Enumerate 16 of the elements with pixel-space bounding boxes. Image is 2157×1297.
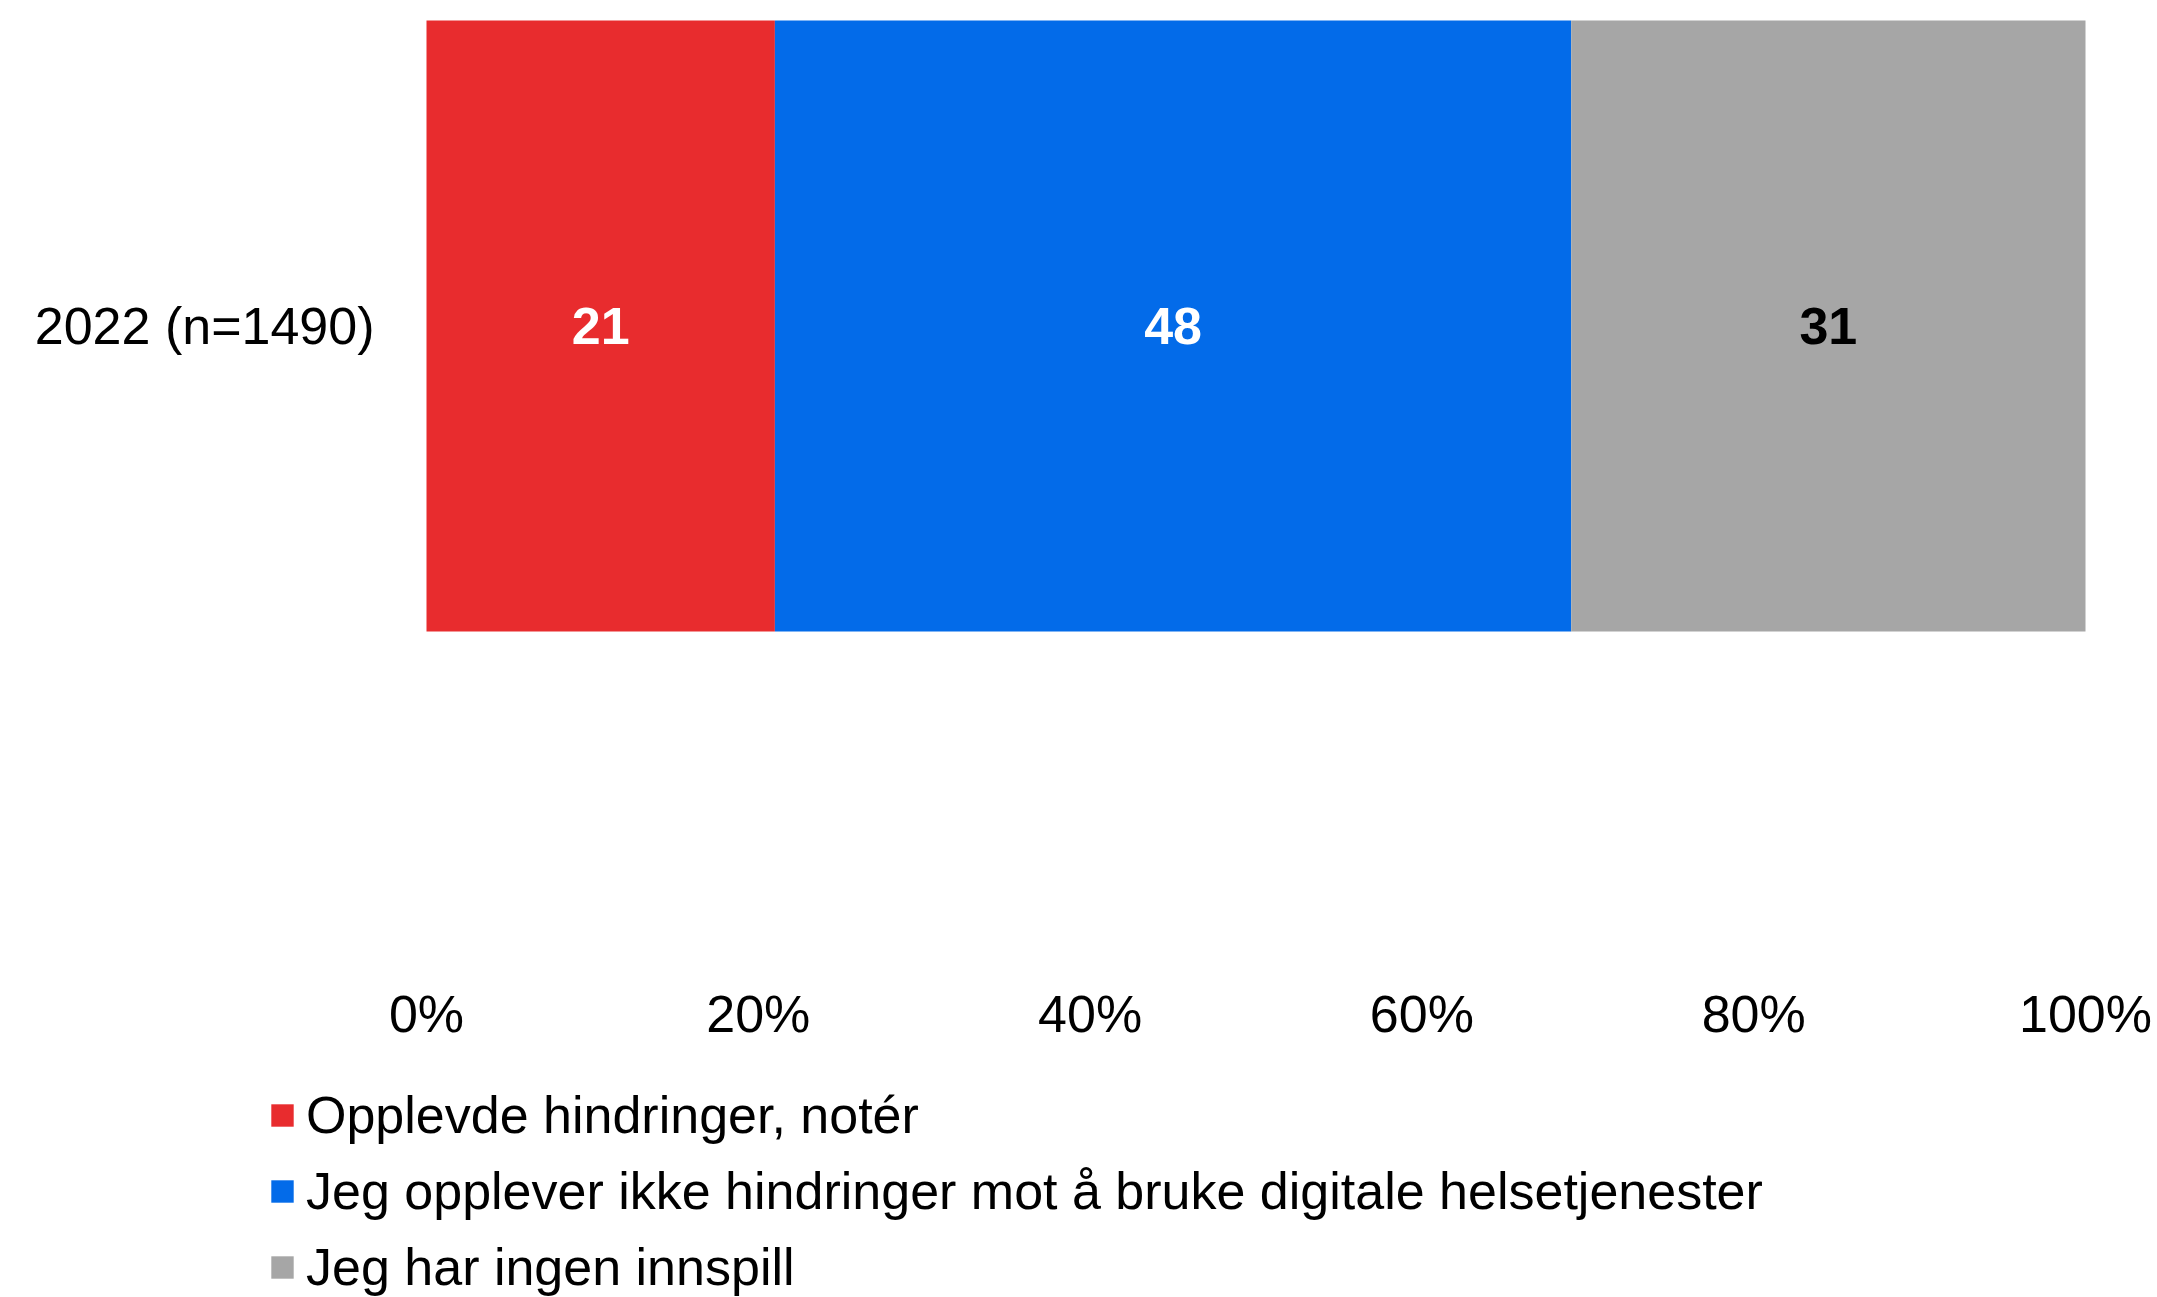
x-tick-label: 100% [2019, 984, 2152, 1043]
data-label: 21 [571, 297, 630, 355]
x-tick-label: 0% [388, 984, 465, 1043]
x-tick-label: 60% [1369, 984, 1474, 1043]
x-tick-label: 40% [1038, 984, 1143, 1043]
y-tick-label: 2022 (n=1490) [34, 297, 375, 355]
data-label: 48 [1144, 297, 1202, 355]
x-tick-label: 20% [706, 984, 811, 1043]
bar [426, 20, 775, 632]
bar [774, 20, 1572, 632]
legend-label: Jeg har ingen innspill [306, 1237, 795, 1297]
x-tick-label: 80% [1701, 984, 1806, 1043]
data-label: 31 [1799, 297, 1858, 355]
bar [1571, 20, 2086, 632]
legend-label: Jeg opplever ikke hindringer mot å bruke digitale helsetjenester [306, 1161, 1763, 1221]
legend-label: Opplevde hindringer, notér [306, 1085, 919, 1145]
